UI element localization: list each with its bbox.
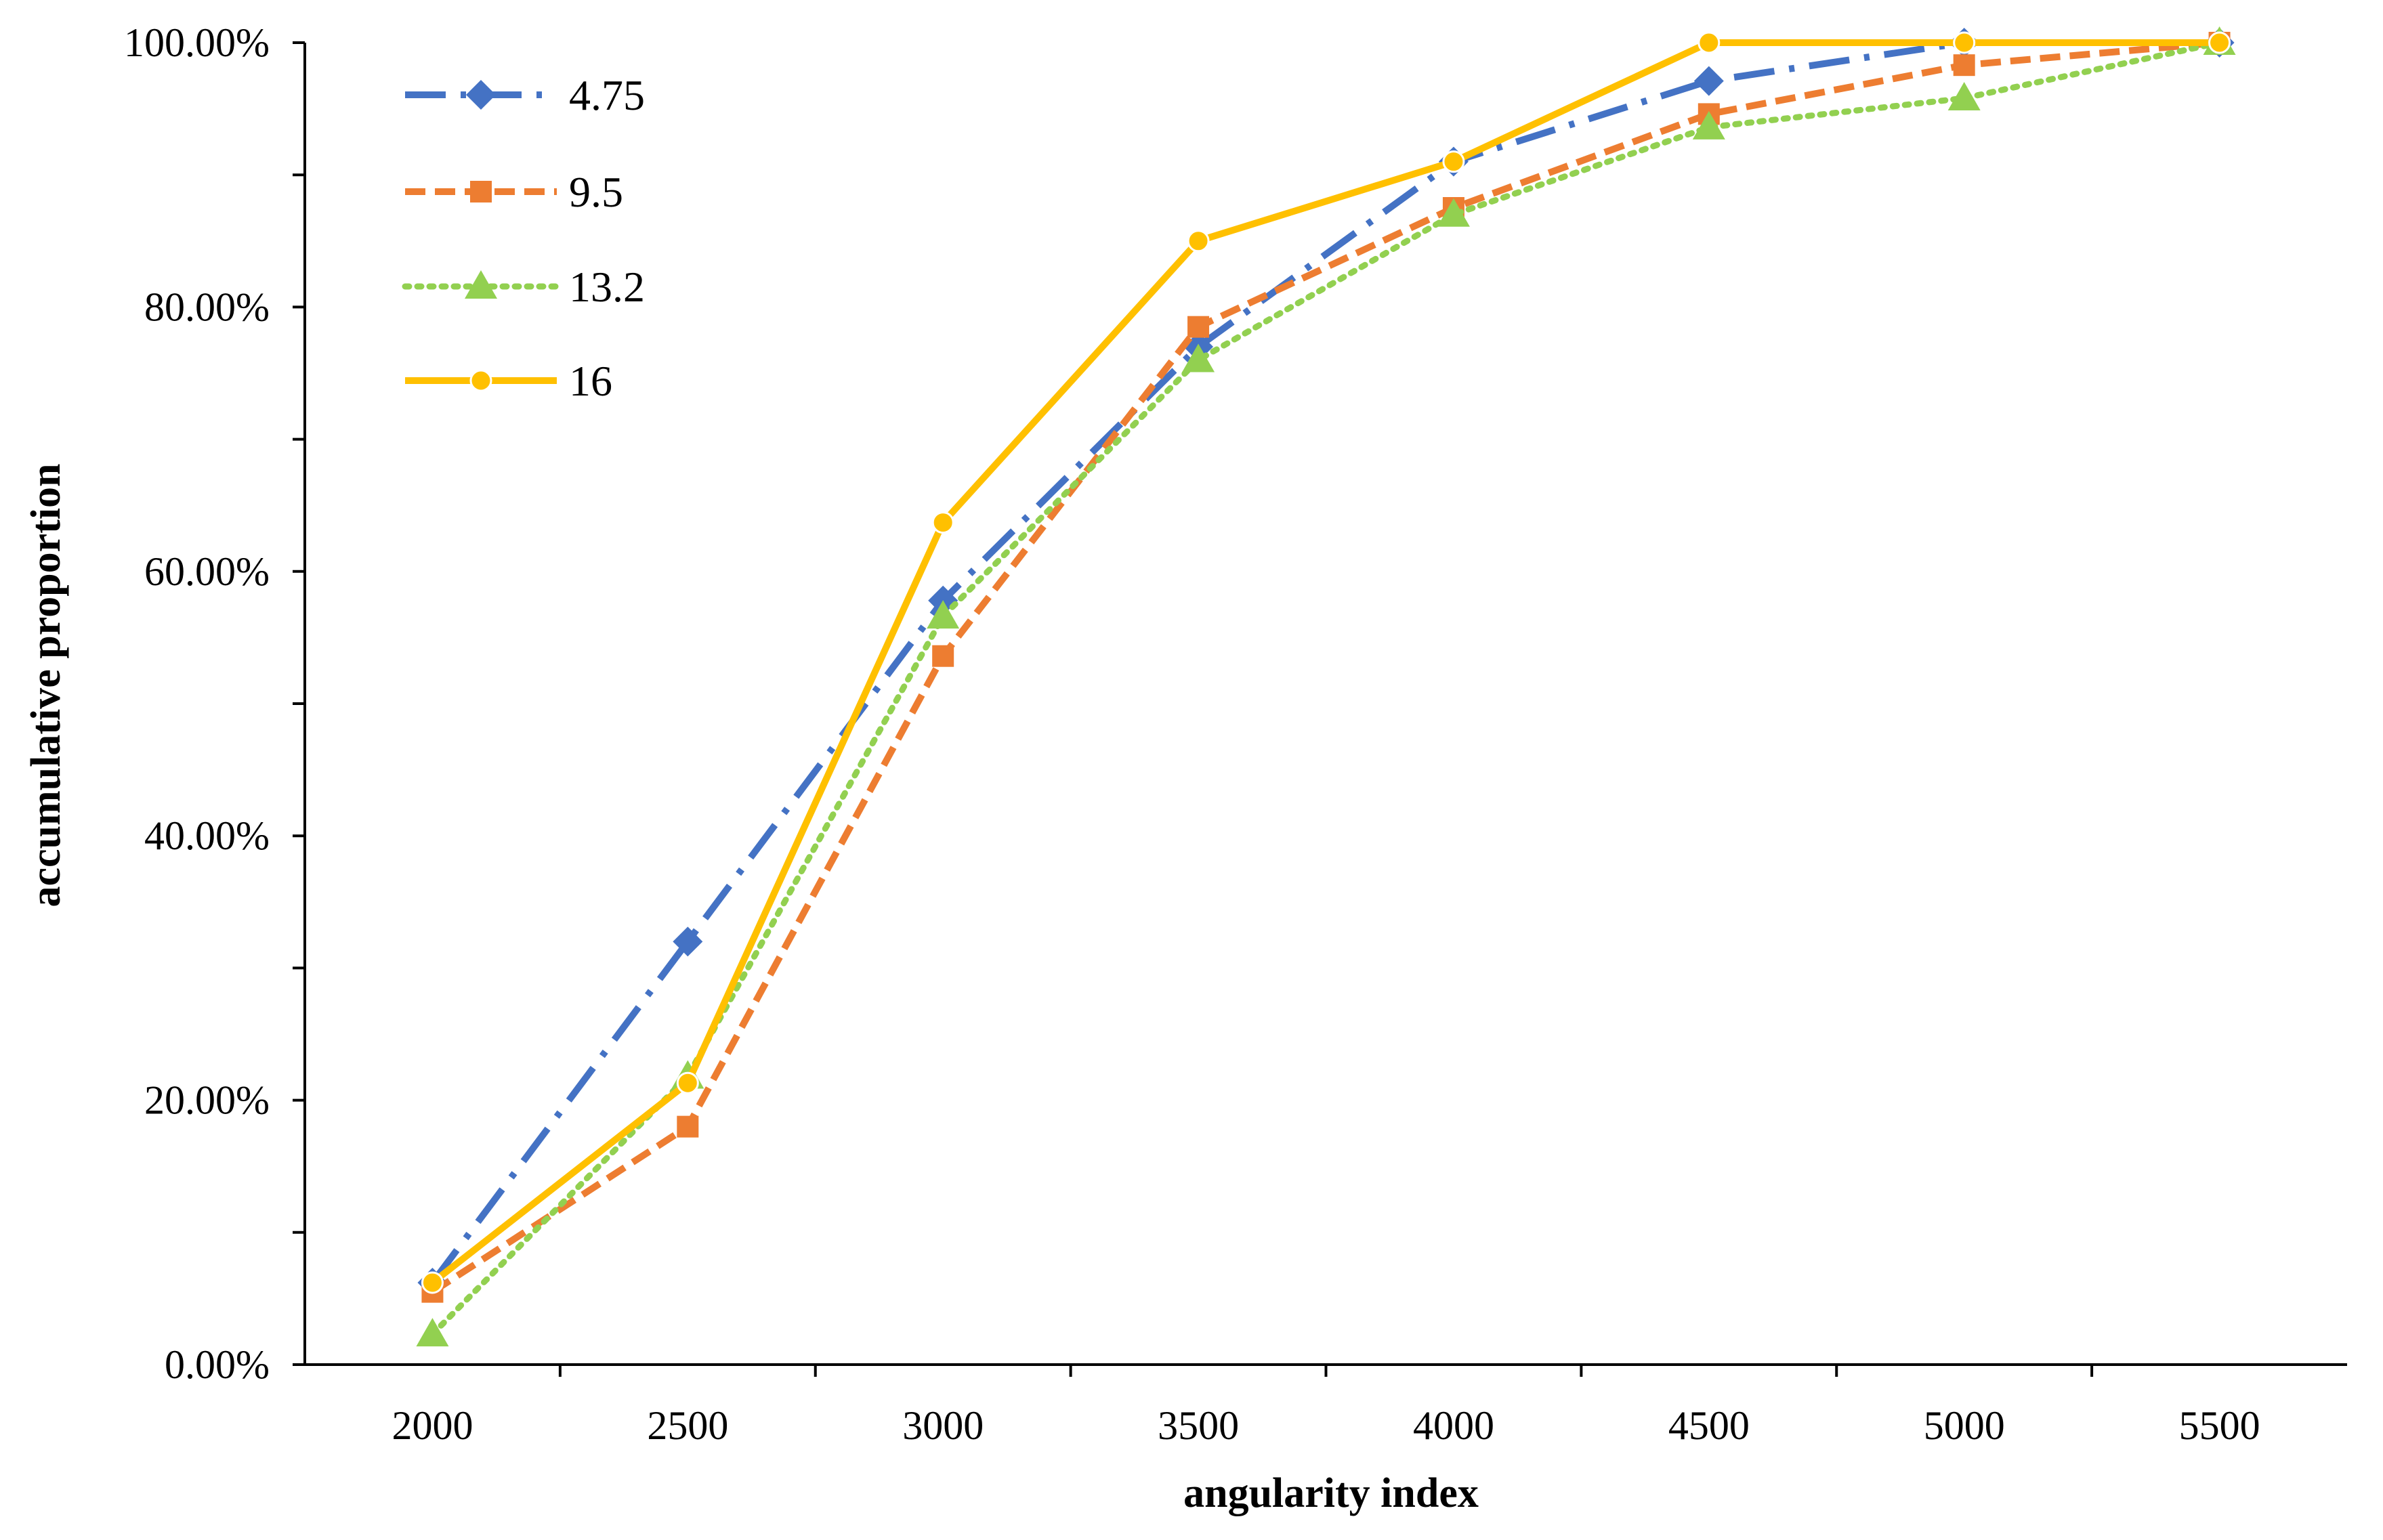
series-line [429, 39, 2220, 1285]
data-point-marker [1442, 150, 1465, 173]
data-point-marker [1693, 66, 1724, 96]
data-point-marker [1953, 31, 1976, 54]
data-point-marker [1697, 31, 1721, 54]
series-13-2 [416, 26, 2236, 1347]
legend-label: 4.75 [569, 71, 645, 119]
y-tick-label: 80.00% [144, 284, 270, 329]
data-point-marker [677, 1115, 699, 1138]
x-tick-label: 5500 [2179, 1403, 2260, 1448]
legend-entry: 4.75 [405, 71, 645, 119]
x-tick-label: 2000 [392, 1403, 473, 1448]
legend-entry: 16 [405, 357, 612, 405]
data-point-marker [676, 1071, 699, 1094]
y-axis-title: accumulative proportion [23, 464, 69, 907]
data-point-marker [931, 511, 954, 534]
x-tick-label: 4000 [1413, 1403, 1494, 1448]
x-tick-label: 2500 [647, 1403, 728, 1448]
x-tick-label: 4500 [1668, 1403, 1750, 1448]
data-point-marker [1953, 54, 1975, 77]
x-tick-label: 5000 [1924, 1403, 2005, 1448]
y-tick-label: 40.00% [144, 813, 270, 858]
data-point-marker [416, 1318, 449, 1347]
x-tick-label: 3000 [902, 1403, 984, 1448]
x-tick-label: 3500 [1158, 1403, 1239, 1448]
data-point-marker [2208, 31, 2231, 54]
data-point-marker [1187, 316, 1210, 338]
data-point-marker [1182, 343, 1215, 372]
legend-entry: 13.2 [402, 263, 645, 311]
data-point-marker [673, 926, 703, 957]
axes: 0.00% 20.00% 40.00% 60.00% 80.00% 100.00% 2000… [124, 20, 2347, 1448]
data-point-marker [1187, 230, 1210, 253]
series-9-5 [421, 32, 2231, 1303]
data-point-marker [932, 645, 954, 667]
legend-marker [469, 369, 492, 392]
legend-marker [470, 181, 492, 202]
series-4-75 [417, 28, 2235, 1298]
legend-label: 9.5 [569, 168, 623, 216]
y-tick-label: 60.00% [144, 549, 270, 594]
series-line [430, 39, 2220, 1295]
data-point-marker [927, 600, 960, 629]
legend-label: 16 [569, 357, 612, 405]
legend-marker [466, 80, 496, 110]
data-point-marker [1437, 198, 1470, 227]
data-point-marker [1947, 81, 1981, 110]
y-tick-label: 20.00% [144, 1078, 270, 1123]
y-tick-label: 0.00% [165, 1342, 270, 1387]
series-16 [421, 31, 2231, 1294]
series-line [430, 39, 2220, 1285]
legend: 4.75 9.5 13.2 16 [402, 71, 645, 405]
data-point-marker [1692, 110, 1725, 140]
x-axis-title: angularity index [1183, 1470, 1479, 1516]
legend-label: 13.2 [569, 263, 645, 311]
y-tick-label: 100.00% [124, 20, 270, 65]
legend-marker [465, 270, 497, 299]
series-line [429, 39, 2223, 1338]
legend-entry: 9.5 [405, 168, 623, 216]
data-point-marker [421, 1271, 444, 1294]
series-layer [416, 26, 2236, 1347]
